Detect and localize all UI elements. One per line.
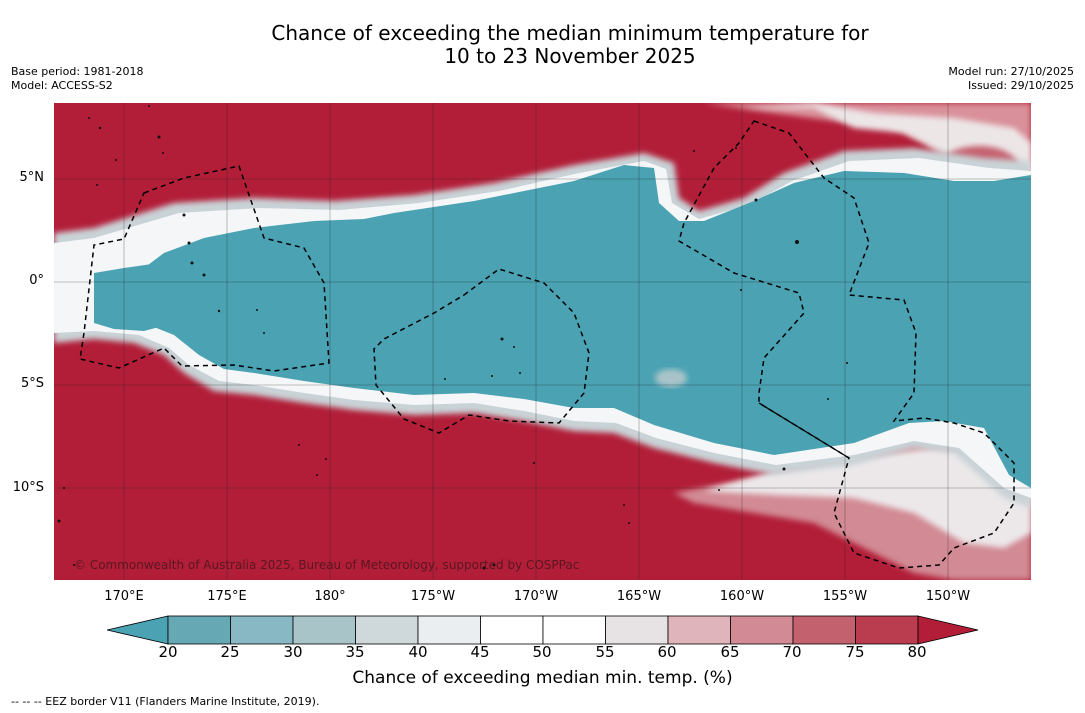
map-title-line1: Chance of exceeding the median minimum t… (271, 21, 869, 45)
colorbar-bin-65-70 (730, 615, 794, 645)
colorbar-bin-50-55 (542, 615, 606, 645)
colorbar-bin-55-60 (605, 615, 669, 645)
colorbar-tick-65: 65 (720, 643, 740, 661)
lon-tick-160w: 160°W (719, 589, 765, 604)
map-title-line2: 10 to 23 November 2025 (444, 44, 696, 68)
eez-kiribati-west (79, 165, 330, 372)
colorbar-tick-75: 75 (845, 643, 865, 661)
cool-tongue-region (94, 165, 1031, 488)
colorbar-tick-40: 40 (408, 643, 428, 661)
colorbar-bin-60-65 (667, 615, 731, 645)
colorbar-bin-45-50 (480, 615, 544, 645)
colorbar-bin-25-30 (230, 615, 294, 645)
lat-tick-5s: 5°S (20, 376, 44, 391)
lon-tick-180: 180° (314, 589, 346, 604)
colorbar-bin-20-25 (167, 615, 231, 645)
colorbar-tick-60: 60 (657, 643, 677, 661)
issued-text: Issued: 29/10/2025 (967, 79, 1074, 92)
meta-left: Base period: 1981-2018 Model: ACCESS-S2 (11, 65, 143, 93)
eez-line-solid (758, 402, 850, 459)
copyright-notice: © Commonwealth of Australia 2025, Bureau… (74, 558, 580, 572)
colorbar-bin-30-35 (292, 615, 356, 645)
colorbar-tick-35: 35 (345, 643, 365, 661)
lon-tick-175w: 175°W (410, 589, 456, 604)
colorbar (107, 615, 979, 645)
lon-tick-165w: 165°W (616, 589, 662, 604)
model-run-text: Model run: 27/10/2025 (948, 65, 1074, 78)
lon-tick-155w: 155°W (822, 589, 868, 604)
colorbar-tick-50: 50 (532, 643, 552, 661)
colorbar-tick-55: 55 (595, 643, 615, 661)
central-pale-patch (655, 369, 687, 387)
colorbar-tick-25: 25 (220, 643, 240, 661)
colorbar-bin-40-45 (417, 615, 481, 645)
lat-tick-5n: 5°N (19, 170, 45, 185)
lon-tick-170w: 170°W (513, 589, 559, 604)
eez-legend-text: -- -- -- EEZ border V11 (Flanders Marine… (11, 695, 320, 708)
graticule (54, 103, 1031, 580)
lon-tick-150w: 150°W (925, 589, 971, 604)
lon-tick-175e: 175°E (207, 589, 247, 604)
western-cool-patch (94, 263, 194, 331)
colorbar-label: Chance of exceeding median min. temp. (%… (352, 668, 733, 688)
colorbar-extend-high (917, 615, 979, 645)
eez-phoenix (373, 268, 590, 434)
model-text: Model: ACCESS-S2 (11, 79, 113, 92)
base-period-text: Base period: 1981-2018 (11, 65, 144, 78)
colorbar-bin-70-75 (792, 615, 856, 645)
eez-borders (79, 120, 1015, 569)
colorbar-bin-75-80 (855, 615, 919, 645)
map-title: Chance of exceeding the median minimum t… (200, 22, 940, 68)
colorbar-tick-20: 20 (158, 643, 178, 661)
meta-right: Model run: 27/10/2025 Issued: 29/10/2025 (948, 65, 1074, 93)
colorbar-tick-30: 30 (283, 643, 303, 661)
lat-tick-0: 0° (29, 273, 44, 288)
probability-map (54, 103, 1031, 580)
colorbar-tick-70: 70 (782, 643, 802, 661)
colorbar-tick-80: 80 (907, 643, 927, 661)
colorbar-extend-low (107, 615, 169, 645)
colorbar-tick-45: 45 (470, 643, 490, 661)
lon-tick-170e: 170°E (104, 589, 144, 604)
lat-tick-10s: 10°S (12, 480, 44, 495)
islands (57, 105, 848, 570)
colorbar-bin-35-40 (355, 615, 419, 645)
